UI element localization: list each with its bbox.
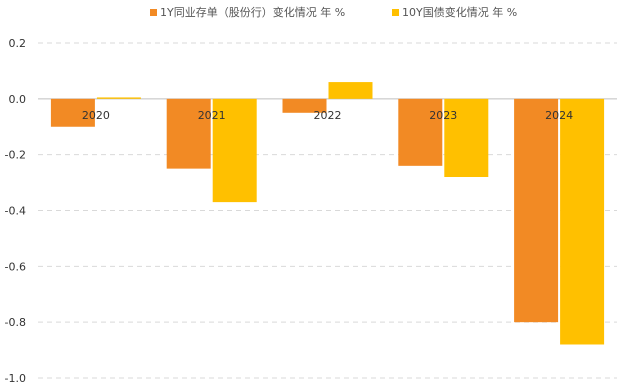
bars — [50, 82, 605, 345]
y-tick-label: -0.8 — [5, 316, 26, 329]
bar-series1-2024 — [514, 98, 559, 323]
y-axis-ticks: 0.2 0.0 -0.2 -0.4 -0.6 -0.8 -1.0 — [5, 37, 26, 385]
bar-series2-2024 — [560, 98, 605, 345]
bar-series2-2020 — [96, 97, 141, 99]
bar-series1-2022 — [282, 98, 327, 113]
legend-label-2: 10Y国债变化情况 年 % — [402, 5, 517, 19]
legend-swatch-1 — [150, 9, 157, 16]
legend-swatch-2 — [392, 9, 399, 16]
y-tick-label: -0.6 — [5, 260, 26, 273]
bar-series2-2022 — [328, 82, 373, 99]
bar-series1-2021 — [166, 98, 211, 169]
y-tick-label: -1.0 — [5, 372, 26, 385]
bar-series2-2023 — [444, 98, 489, 177]
category-label-2022: 2022 — [314, 109, 342, 122]
legend-label-1: 1Y同业存单（股份行）变化情况 年 % — [160, 5, 345, 19]
x-axis-category-labels: 2020 2021 2022 2023 2024 — [82, 109, 573, 122]
y-tick-label: 0.2 — [9, 37, 27, 50]
bar-series1-2020 — [50, 98, 95, 127]
category-label-2020: 2020 — [82, 109, 110, 122]
legend: 1Y同业存单（股份行）变化情况 年 % 10Y国债变化情况 年 % — [150, 5, 517, 19]
bar-series1-2023 — [398, 98, 443, 166]
bar-series2-2021 — [212, 98, 257, 203]
category-label-2023: 2023 — [429, 109, 457, 122]
category-label-2021: 2021 — [198, 109, 226, 122]
category-label-2024: 2024 — [545, 109, 573, 122]
y-tick-label: 0.0 — [9, 93, 27, 106]
y-tick-label: -0.4 — [5, 205, 26, 218]
y-tick-label: -0.2 — [5, 149, 26, 162]
